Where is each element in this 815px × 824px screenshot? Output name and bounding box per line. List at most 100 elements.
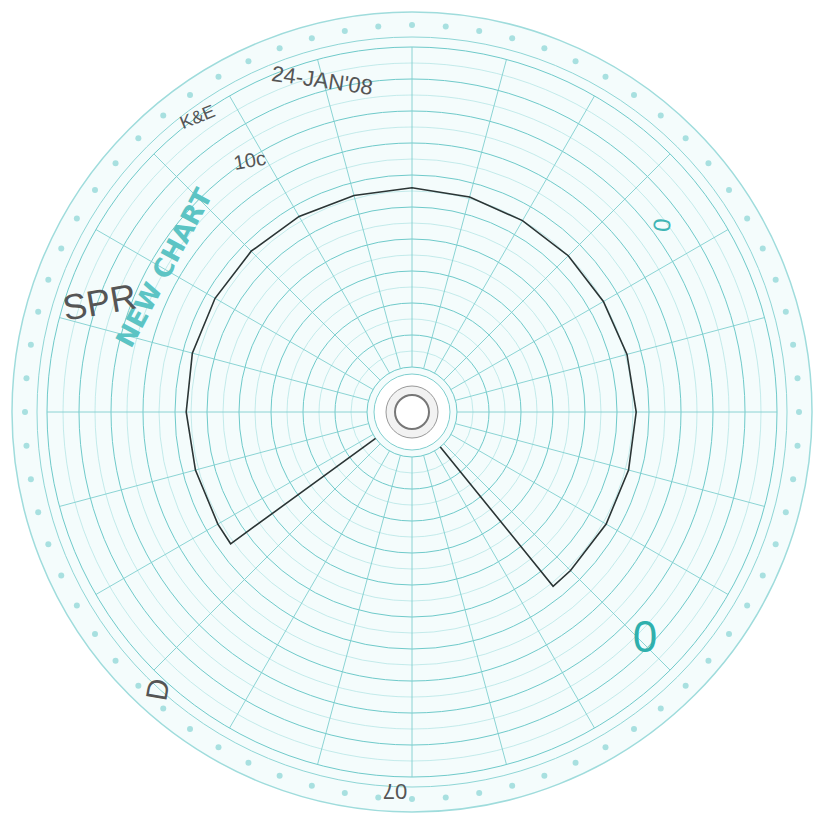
rim-dot [795,443,801,449]
annotation: 07 [383,779,407,804]
rim-dot [476,28,482,34]
rim-dot [476,790,482,796]
annotation: 0 [648,217,676,233]
rim-dot [760,245,766,251]
grid-spoke [457,412,777,413]
grid-spoke [154,154,380,380]
rim-dot [658,705,664,711]
rim-dot [58,245,64,251]
rim-dot [726,187,732,193]
rim-dot [375,23,381,29]
grid-spoke [230,96,390,373]
annotations: 24-JAN'08 K&E 10c SPR 0 0 07 D [59,61,676,804]
center-hub [374,374,450,450]
grid-spoke [318,59,401,368]
rim-dot [23,443,29,449]
grid-ring [47,47,777,777]
rim-dot [783,309,789,315]
rim-dot [45,541,51,547]
grid-spoke [451,435,728,595]
rim-dot [160,113,166,119]
rim-dot [74,216,80,222]
grid-spoke [412,457,413,777]
hub-ring [386,386,438,438]
rim-dot [603,74,609,80]
grid-spoke [59,424,368,507]
chart-svg: NEW CHART24-JAN'08K&E10cSPR0007D [0,0,815,824]
rim-dot [113,658,119,664]
annotation: 0 [633,612,657,661]
annotation: SPR [59,275,139,328]
rim-dot [783,509,789,515]
annotation: 24-JAN'08 [270,61,375,100]
rim-dot [790,476,796,482]
rim-dot [135,135,141,141]
rim-dot [443,23,449,29]
rim-dot [92,631,98,637]
rim-dot [509,783,515,789]
grid-spoke [435,451,595,728]
rim-dot [541,45,547,51]
annotation: D [139,676,175,703]
annotation: K&E [177,101,218,133]
rim-dot [342,790,348,796]
grid-spoke [96,435,373,595]
plot-area [186,188,636,586]
rim-dot [28,476,34,482]
rim-dot [35,509,41,515]
paper-disc [12,12,812,812]
rim-dot [28,342,34,348]
rim-dot [744,603,750,609]
hub-outer [374,374,450,450]
rim-dot [23,375,29,381]
rim-dot [573,760,579,766]
rim-dots [22,22,802,802]
rim-dot [795,375,801,381]
grid-spoke [455,424,764,507]
rim-dot [541,773,547,779]
rim-dot [216,744,222,750]
rim-dot [773,541,779,547]
rim-dot [409,796,415,802]
annotation: 10c [232,147,268,174]
grid-spoke [154,444,380,670]
grid-spoke [230,451,390,728]
trace-line [186,188,636,586]
rim-dot [277,773,283,779]
rim-dot [277,45,283,51]
grid-spoke [444,444,670,670]
rim-dot [92,187,98,193]
rim-dot [726,631,732,637]
rim-dot [245,58,251,64]
rim-dot [790,342,796,348]
grid-spoke [424,455,507,764]
rim-dot [773,277,779,283]
rim-dot [45,277,51,283]
rim-dot [658,113,664,119]
rim-dot [309,35,315,41]
grid-spoke [59,318,368,401]
rim-dot [22,409,28,415]
rim-dot [603,744,609,750]
rim-dot [705,160,711,166]
grid [47,47,777,777]
rim-dot [187,92,193,98]
grid-spoke [455,318,764,401]
rim-dot [705,658,711,664]
rim-dot [187,726,193,732]
grid-spoke [444,154,670,380]
grid-spoke [318,455,401,764]
rim-dot [58,573,64,579]
rim-dot [683,135,689,141]
rim-dot [375,795,381,801]
grid-spoke [451,230,728,390]
rim-dot [509,35,515,41]
rim-dot [744,216,750,222]
rim-ring [37,37,787,787]
rim-dot [216,74,222,80]
grid-ring [367,367,457,457]
grid-spoke [424,59,507,368]
rim-dot [245,760,251,766]
grid-spoke [412,47,413,367]
rim-dot [796,409,802,415]
